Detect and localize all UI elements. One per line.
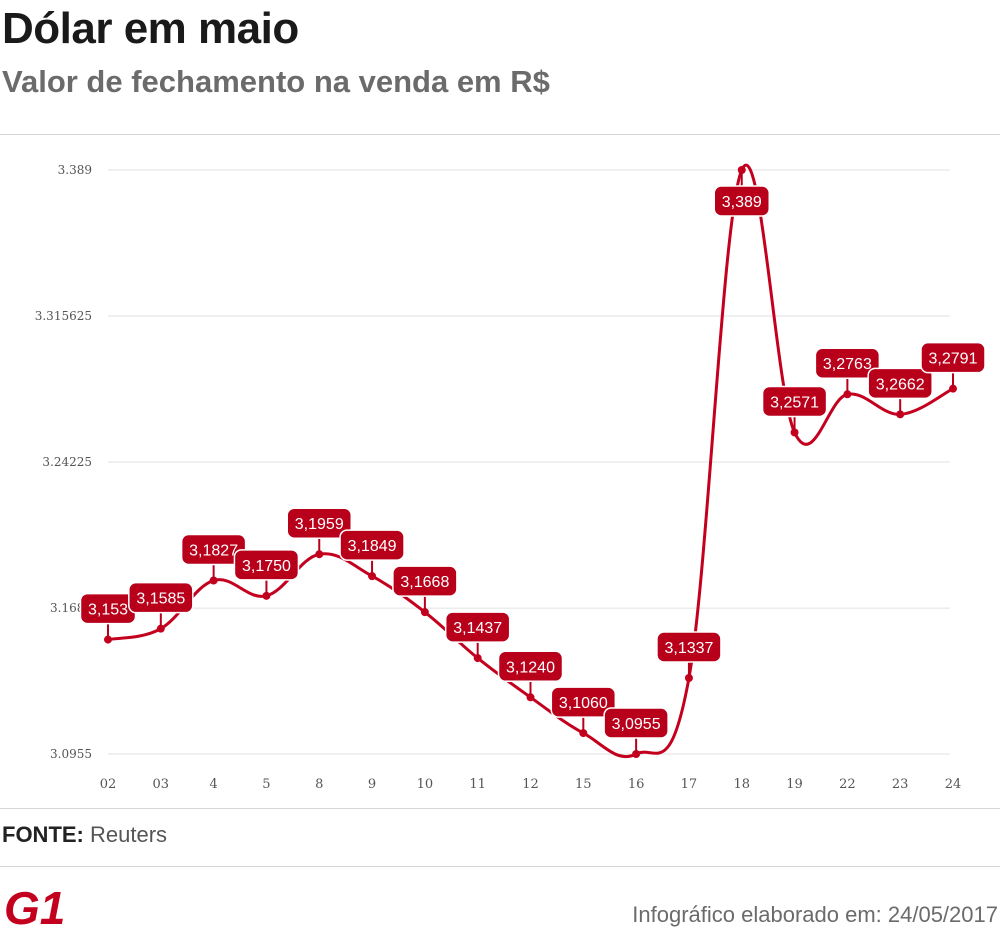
x-tick-label: 18 [733, 777, 750, 792]
data-label: 3,153 [79, 592, 137, 640]
data-label-box [656, 631, 722, 663]
source-label: FONTE: [2, 822, 84, 847]
data-label-text: 3,1240 [506, 659, 555, 676]
x-tick-label: 17 [681, 777, 698, 792]
x-tick-label: 23 [892, 777, 909, 792]
y-tick-label: 3.389 [58, 163, 92, 177]
credit-note: Infográfico elaborado em: 24/05/2017 [632, 902, 998, 927]
data-label: 3,0955 [603, 707, 669, 754]
x-tick-label: 12 [522, 777, 539, 792]
x-tick-label: 4 [209, 777, 217, 792]
x-tick-label: 9 [368, 777, 376, 792]
data-label-text: 3,0955 [612, 716, 661, 733]
g1-logo-text: G1 [4, 884, 64, 930]
data-label-text: 3,153 [88, 602, 128, 619]
data-label: 3,2791 [920, 341, 986, 389]
g1-logo: G1 [4, 884, 64, 930]
data-label: 3,2571 [761, 385, 828, 433]
x-tick-label: 15 [575, 777, 592, 792]
data-label-box [814, 347, 881, 379]
data-label-box [233, 549, 300, 581]
data-label: 3,1585 [128, 581, 194, 629]
data-label-box [761, 385, 828, 418]
chart-title: Dólar em maio [2, 4, 299, 53]
data-label: 3,1240 [497, 650, 564, 698]
data-label-box [286, 507, 352, 539]
data-label-text: 3,2571 [770, 394, 819, 411]
grid-lines [108, 169, 950, 755]
y-tick-label: 3.24225 [42, 455, 92, 469]
data-point [262, 591, 271, 600]
data-label: 3,2662 [867, 367, 933, 415]
x-tick-label: 22 [839, 777, 856, 792]
data-label-text: 3,1750 [242, 558, 291, 575]
data-label-box [603, 707, 669, 739]
header-divider [0, 134, 1000, 135]
data-label-text: 3,1849 [348, 538, 397, 555]
data-label-text: 3,1668 [400, 574, 449, 591]
data-label-text: 3,1337 [664, 640, 713, 657]
data-label-box [550, 686, 617, 718]
chart-subtitle: Valor de fechamento na venda em R$ [2, 64, 550, 99]
x-tick-label: 16 [628, 777, 645, 792]
data-label-box [392, 565, 458, 597]
chart-divider [0, 808, 1000, 809]
data-label: 3,1849 [339, 529, 405, 577]
y-tick-label: 3.315625 [35, 309, 92, 323]
x-tick-label: 24 [945, 777, 962, 792]
data-label: 3,1959 [286, 507, 352, 555]
data-label-box [920, 341, 986, 374]
data-point [209, 576, 218, 585]
data-label-text: 3,1060 [559, 695, 608, 712]
data-label: 3,1060 [550, 686, 617, 734]
y-tick-label: 3.0955 [50, 747, 92, 761]
source-value: Reuters [90, 822, 168, 847]
x-tick-label: 11 [469, 777, 486, 792]
data-label: 3,2763 [814, 347, 881, 395]
footer-divider [0, 866, 1000, 867]
data-label: 3,389 [713, 170, 770, 217]
x-tick-label: 8 [315, 777, 323, 792]
data-label-text: 3,1437 [453, 620, 502, 637]
data-label: 3,1437 [444, 611, 511, 659]
x-axis-ticks: 02 03 4 5 8 9 10 11 12 15 16 17 18 19 22 23 24 [100, 777, 962, 792]
data-label-box [444, 611, 511, 643]
data-label: 3,1750 [233, 549, 300, 596]
data-label-text: 3,389 [722, 194, 762, 211]
data-label-text: 3,1959 [295, 516, 344, 533]
data-label-text: 3,2791 [929, 351, 978, 368]
data-label: 3,1668 [392, 565, 458, 613]
data-label-box [867, 367, 933, 400]
data-label-text: 3,1585 [136, 591, 185, 608]
data-label-box [339, 529, 405, 561]
data-point [104, 635, 112, 644]
data-label-text: 3,2763 [823, 356, 872, 373]
data-label: 3,1337 [656, 631, 722, 678]
x-tick-label: 5 [262, 777, 270, 792]
data-label-box [128, 581, 194, 614]
data-label-text: 3,1827 [189, 542, 238, 559]
data-label-box [497, 650, 564, 683]
x-tick-label: 19 [786, 777, 803, 792]
x-tick-label: 02 [100, 777, 117, 792]
x-tick-label: 03 [153, 777, 170, 792]
data-label-box [713, 185, 770, 217]
source-note: FONTE: Reuters [2, 822, 167, 848]
x-tick-label: 10 [417, 777, 434, 792]
data-label-text: 3,2662 [876, 376, 925, 393]
